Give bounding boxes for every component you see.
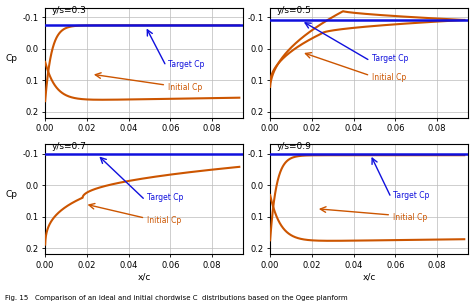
Text: Initial Cp: Initial Cp	[393, 213, 428, 222]
Text: Fig. 15   Comparison of an ideal and initial chordwise C  distributions based on: Fig. 15 Comparison of an ideal and initi…	[5, 295, 347, 301]
Text: y/s=0.7: y/s=0.7	[51, 142, 86, 151]
Text: y/s=0.9: y/s=0.9	[276, 142, 311, 151]
Text: Initial Cp: Initial Cp	[168, 83, 202, 92]
Text: Target Cp: Target Cp	[393, 191, 429, 200]
Text: Target Cp: Target Cp	[373, 54, 409, 63]
Text: y/s=0.3: y/s=0.3	[51, 6, 86, 15]
X-axis label: x/c: x/c	[137, 272, 151, 281]
Y-axis label: Cp: Cp	[6, 54, 18, 63]
Text: Initial Cp: Initial Cp	[147, 216, 182, 225]
Y-axis label: Cp: Cp	[6, 190, 18, 199]
Text: Target Cp: Target Cp	[168, 59, 205, 69]
X-axis label: x/c: x/c	[363, 272, 376, 281]
Text: y/s=0.5: y/s=0.5	[276, 6, 311, 15]
Text: Target Cp: Target Cp	[147, 193, 184, 202]
Text: Initial Cp: Initial Cp	[373, 73, 407, 82]
